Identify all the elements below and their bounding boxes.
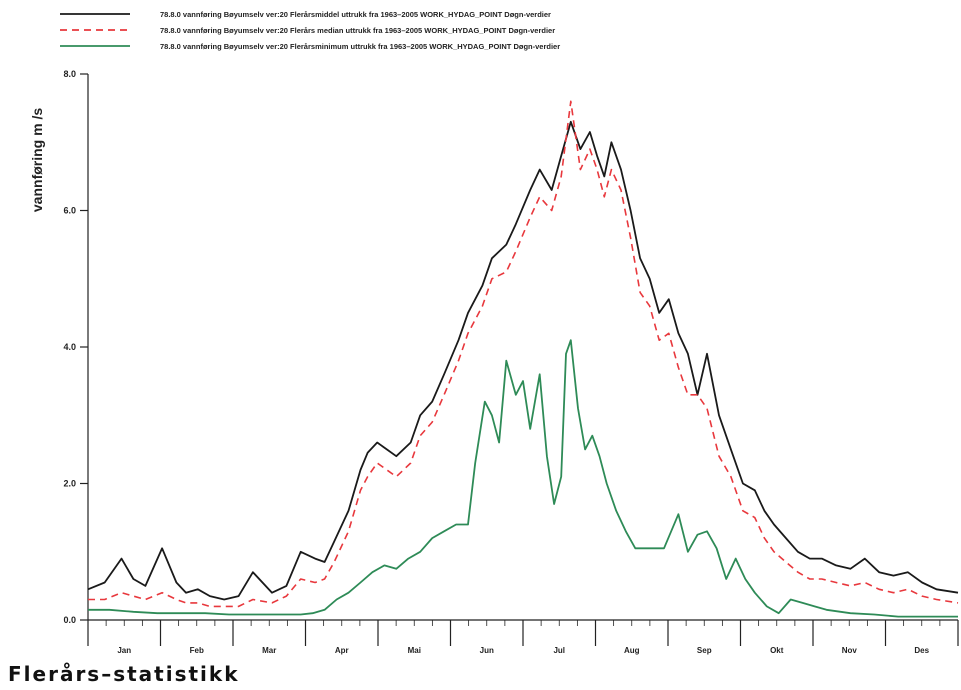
series-line [88,339,958,618]
y-axis-label: vannføring m /s [29,108,45,212]
x-tick-label: Aug [624,646,640,655]
series-line [88,100,959,608]
series-line [87,120,959,601]
legend-entry: 78.8.0 vannføring Bøyumselv ver:20 Flerå… [160,42,560,51]
x-tick-label: Feb [190,646,204,655]
x-tick-label: Sep [697,646,712,655]
legend-entry: 78.8.0 vannføring Bøyumselv ver:20 Flerå… [160,10,551,19]
y-tick-label: 6.0 [63,206,76,216]
x-tick-label: Jun [480,646,494,655]
y-tick-label: 4.0 [63,342,76,352]
x-tick-label: Nov [842,646,858,655]
legend: 78.8.0 vannføring Bøyumselv ver:20 Flerå… [60,10,560,51]
x-tick-label: Mar [262,646,276,655]
x-tick-label: Okt [770,646,784,655]
x-tick-label: Des [914,646,929,655]
axes: 0.0 2.0 4.0 6.0 8.0 Jan Feb Mar Apr Mai Jun Jul Aug S… [63,69,959,655]
x-tick-label: Jul [553,646,565,655]
footer-title: Flerårs–statistikk [8,662,240,686]
x-tick-label: Apr [335,646,349,655]
x-tick-label: Jan [117,646,131,655]
y-tick-label: 8.0 [63,69,76,79]
y-tick-label: 0.0 [63,615,76,625]
y-tick-label: 2.0 [63,479,76,489]
legend-entry: 78.8.0 vannføring Bøyumselv ver:20 Flerå… [160,26,555,35]
x-tick-label: Mai [408,646,421,655]
series-layer [87,100,959,618]
